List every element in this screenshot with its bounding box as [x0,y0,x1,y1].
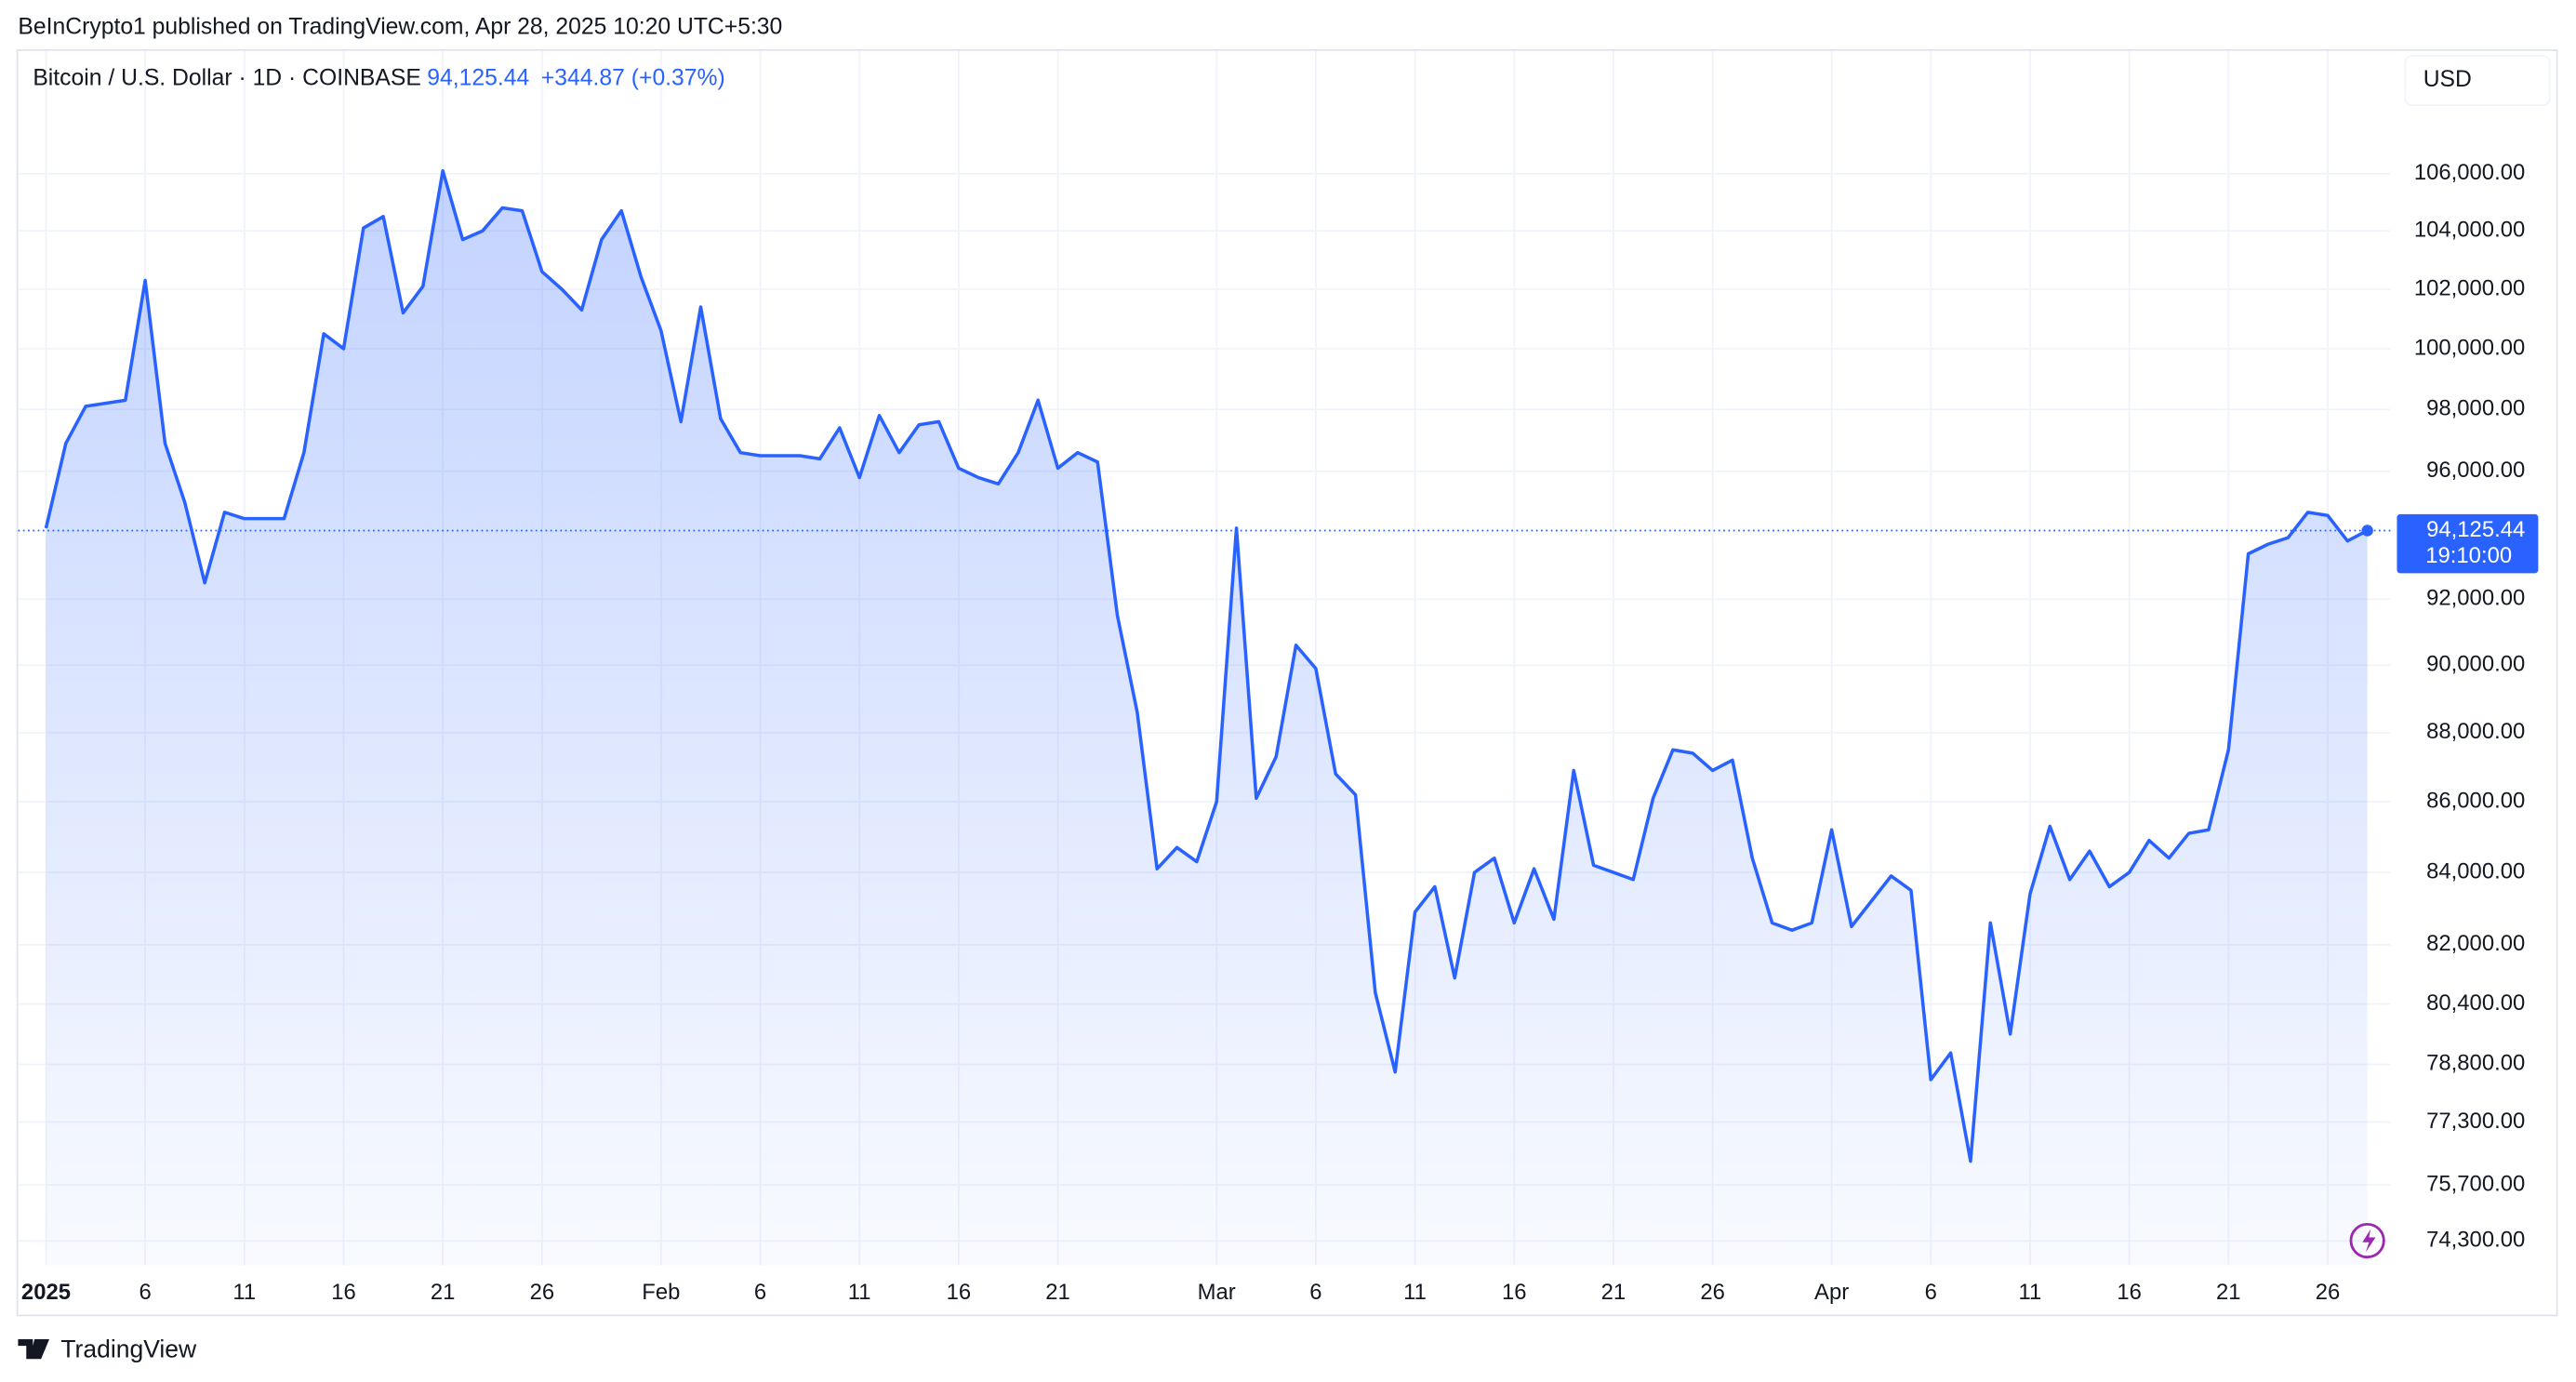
x-tick-label: 6 [139,1280,152,1305]
chart-frame [16,49,2558,1317]
y-tick-label: 102,000.00 [2414,275,2525,300]
y-tick-label: 74,300.00 [2426,1228,2525,1253]
x-tick-label: 11 [232,1280,256,1305]
snapshot-icon[interactable] [2349,1222,2385,1259]
icon-ring[interactable] [2349,1222,2385,1259]
x-tick-label: Apr [1814,1280,1849,1305]
x-tick-label: 21 [1601,1280,1627,1305]
x-tick-label: 6 [1925,1280,1937,1305]
x-tick-label: 21 [2216,1280,2241,1305]
y-tick-label: 92,000.00 [2426,586,2525,611]
x-tick-label: 11 [848,1280,871,1305]
y-tick-label: 100,000.00 [2414,335,2525,360]
brand-text: TradingView [60,1335,197,1362]
y-tick-label: 104,000.00 [2414,218,2525,243]
x-tick-label: 26 [1700,1280,1725,1305]
y-tick-label: 75,700.00 [2426,1171,2525,1196]
y-tick-label: 80,400.00 [2426,990,2525,1016]
x-tick-label: 6 [1309,1280,1321,1305]
x-tick-label: 16 [947,1280,972,1305]
icon-bolt[interactable] [2362,1229,2376,1253]
y-tick-label: 98,000.00 [2426,396,2525,421]
last-price-label: 94,125.44 [2426,517,2525,542]
x-tick-label: Mar [1198,1280,1236,1305]
y-tick-label: 86,000.00 [2426,788,2525,813]
axes: 106,000.00 104,000.00 102,000.00 100,000.00… [21,160,2539,1305]
x-tick-label: 2025 [21,1280,71,1305]
y-tick-label: 82,000.00 [2426,931,2525,956]
last-price-badge [2397,513,2539,574]
symbol-title: Bitcoin / U.S. Dollar · 1D · COINBASE [33,65,421,90]
y-tick-label: 106,000.00 [2414,160,2525,185]
plot [18,168,2391,1266]
y-tick-label: 78,800.00 [2426,1051,2525,1076]
legend-price: 94,125.44 [427,65,529,90]
y-tick-label: 96,000.00 [2426,458,2525,483]
x-tick-label: 11 [2019,1280,2042,1305]
countdown-label: 19:10:00 [2425,543,2512,568]
price-area [46,170,2368,1266]
x-tick-label: 11 [1403,1280,1427,1305]
y-tick-label: 88,000.00 [2426,719,2525,744]
currency-button[interactable] [2404,55,2551,106]
x-tick-label: 21 [1045,1280,1070,1305]
publish-note: BeInCrypto1 published on TradingView.com… [18,15,782,40]
x-tick-label: 16 [1502,1280,1527,1305]
y-tick-label: 77,300.00 [2426,1109,2525,1134]
x-tick-label: 26 [530,1280,555,1305]
x-tick-label: 6 [754,1280,766,1305]
x-tick-label: Feb [642,1280,680,1305]
logo-mark [18,1339,49,1360]
x-tick-label: 21 [431,1280,456,1305]
legend-change: +344.87 (+0.37%) [541,65,725,90]
x-tick-label: 16 [2117,1280,2142,1305]
price-line [44,168,2369,1163]
x-tick-label: 16 [331,1280,356,1305]
currency-label[interactable]: USD [2423,67,2472,92]
x-tick-label: 26 [2316,1280,2341,1305]
last-point [2361,525,2373,537]
y-tick-label: 90,000.00 [2426,652,2525,677]
tradingview-logo: TradingView [18,1335,197,1362]
y-tick-label: 84,000.00 [2426,858,2525,884]
